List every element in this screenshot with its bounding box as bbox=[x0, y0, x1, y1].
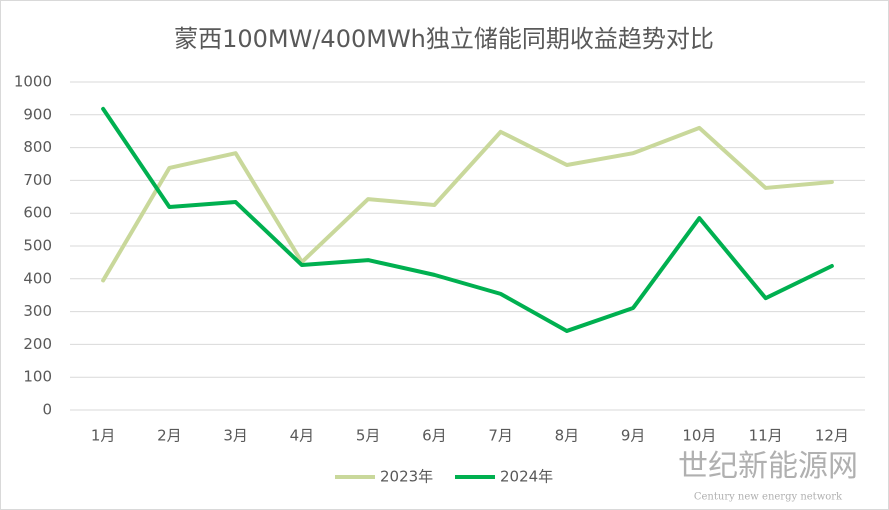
legend-label: 2023年 bbox=[380, 468, 433, 486]
y-tick-label: 0 bbox=[42, 401, 52, 419]
y-tick-label: 400 bbox=[23, 269, 52, 287]
x-tick-label: 11月 bbox=[749, 427, 783, 445]
y-tick-label: 1000 bbox=[14, 73, 52, 91]
x-tick-label: 7月 bbox=[488, 427, 513, 445]
x-tick-label: 6月 bbox=[422, 427, 447, 445]
x-tick-label: 9月 bbox=[621, 427, 646, 445]
x-tick-label: 3月 bbox=[223, 427, 248, 445]
x-tick-label: 2月 bbox=[157, 427, 182, 445]
series-line bbox=[101, 106, 834, 333]
y-tick-label: 100 bbox=[23, 368, 52, 386]
x-tick-label: 8月 bbox=[555, 427, 580, 445]
chart-title: 蒙西100MW/400MWh独立储能同期收益趋势对比 bbox=[174, 25, 714, 53]
series-line bbox=[101, 125, 834, 283]
y-tick-label: 600 bbox=[23, 204, 52, 222]
x-tick-label: 4月 bbox=[290, 427, 315, 445]
y-tick-label: 200 bbox=[23, 335, 52, 353]
y-tick-label: 700 bbox=[23, 171, 52, 189]
x-tick-label: 12月 bbox=[815, 427, 849, 445]
y-tick-label: 300 bbox=[23, 302, 52, 320]
y-tick-label: 500 bbox=[23, 237, 52, 255]
y-tick-label: 900 bbox=[23, 105, 52, 123]
watermark: 世纪新能源网 bbox=[678, 449, 858, 484]
y-tick-label: 800 bbox=[23, 138, 52, 156]
legend-label: 2024年 bbox=[500, 468, 553, 486]
watermark: Century new energy network bbox=[694, 492, 843, 503]
x-tick-label: 1月 bbox=[91, 427, 116, 445]
x-tick-label: 10月 bbox=[682, 427, 716, 445]
x-tick-label: 5月 bbox=[356, 427, 381, 445]
